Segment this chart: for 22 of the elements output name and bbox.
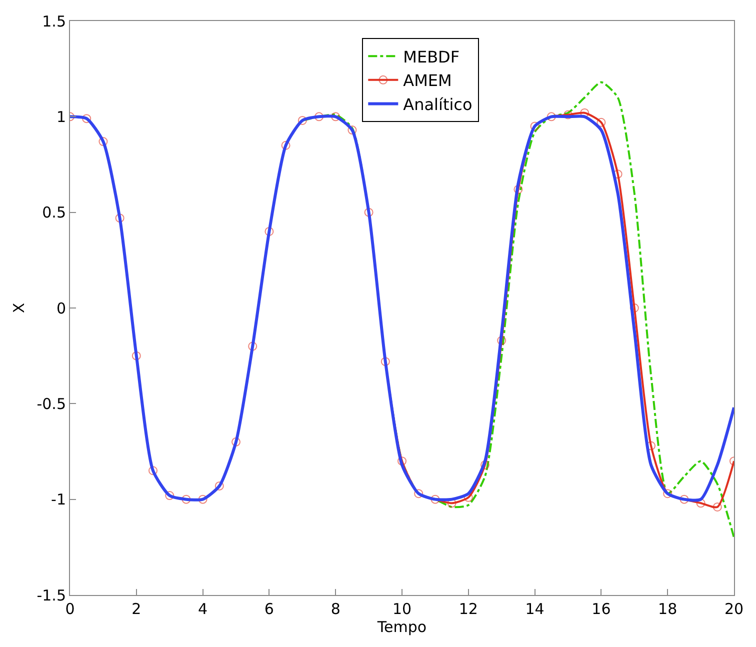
y-tick-label: 1.5 (42, 12, 66, 30)
legend-label: AMEM (403, 71, 452, 90)
x-tick-label: 8 (330, 600, 340, 618)
x-tick-label: 6 (264, 600, 274, 618)
x-tick-label: 2 (132, 600, 142, 618)
x-tick-label: 14 (525, 600, 544, 618)
y-tick-label: 0.5 (42, 204, 66, 222)
x-tick-label: 10 (392, 600, 412, 618)
x-tick-label: 18 (658, 600, 678, 618)
y-tick-label: 0 (56, 299, 66, 318)
x-axis-title: Tempo (376, 618, 427, 636)
legend-label: MEBDF (403, 47, 460, 66)
legend-label: Analítico (403, 94, 472, 114)
x-tick-label: 12 (458, 600, 478, 618)
x-tick-label: 4 (198, 600, 208, 618)
y-axis-title: X (10, 302, 28, 314)
x-tick-label: 16 (592, 600, 611, 618)
x-tick-label: 20 (724, 600, 744, 618)
y-tick-label: -1.5 (36, 586, 66, 604)
y-tick-label: -1 (51, 490, 66, 509)
y-tick-label: 1 (56, 108, 66, 126)
y-tick-label: -0.5 (36, 394, 66, 413)
